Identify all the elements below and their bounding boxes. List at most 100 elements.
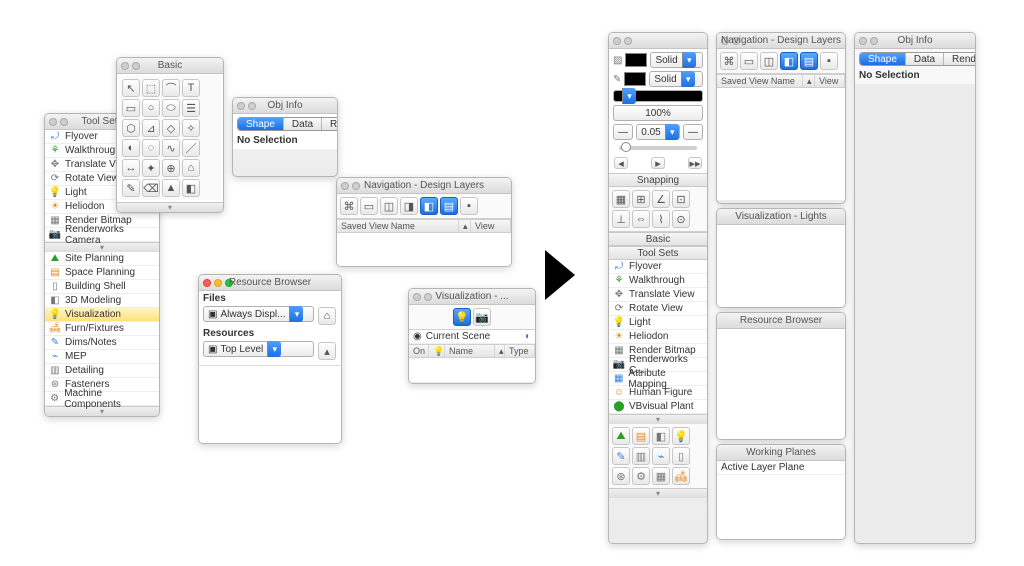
tool-icon[interactable]: ↖	[122, 79, 140, 97]
fill-swatch[interactable]	[625, 53, 647, 67]
snap-icon[interactable]: ▦	[612, 190, 630, 208]
nav-icon[interactable]: ◧	[420, 197, 438, 215]
home-icon[interactable]: ⌂	[318, 307, 336, 325]
basic-header[interactable]: Basic	[609, 232, 707, 246]
tool-icon[interactable]: ✦	[142, 159, 160, 177]
tool-row[interactable]: 💡Light	[609, 316, 707, 330]
tool-icon[interactable]: ◌	[142, 139, 160, 157]
nav-icon[interactable]: ▭	[740, 52, 758, 70]
category-icon[interactable]: ▥	[632, 447, 650, 465]
category-icon[interactable]: ▤	[632, 427, 650, 445]
step-fwd[interactable]: ▸▸	[688, 157, 702, 169]
tool-icon[interactable]: ▭	[122, 99, 140, 117]
tool-icon[interactable]: ☰	[182, 99, 200, 117]
grip[interactable]: ▾	[117, 202, 223, 212]
tool-row[interactable]: ▦Attribute Mapping	[609, 372, 707, 386]
tool-icon[interactable]: ⬡	[122, 119, 140, 137]
tool-icon[interactable]: ◇	[162, 119, 180, 137]
tool-icon[interactable]: ／	[182, 139, 200, 157]
category-icon[interactable]: ⚙	[632, 467, 650, 485]
tool-row[interactable]: ✥Translate View	[609, 288, 707, 302]
tool-row[interactable]: ▤Space Planning	[45, 266, 159, 280]
right-tool-column[interactable]: ▨ Solid▾ ✎ Solid▾ ▾ 100% — 0.05▾ — ◂ ▸ ▸…	[608, 32, 708, 544]
basic-palette[interactable]: Basic ↖⬚⌒T▭○⬭☰⬡⊿◇✧◐◌∿／↔✦⊕⌂✎⌫▲◧ ▾	[116, 57, 224, 213]
grip[interactable]: ▾	[609, 414, 707, 424]
rb-files-dd[interactable]: ▣ Always Displ... ▾	[203, 306, 314, 322]
nav-titlebar[interactable]: Navigation - Design Layers	[337, 178, 511, 194]
objinfo-titlebar[interactable]: Obj Info	[233, 98, 337, 114]
tool-row[interactable]: 📷Renderworks Camera	[45, 228, 159, 242]
tool-row[interactable]: 💡Visualization	[45, 308, 159, 322]
rb-res-dd[interactable]: ▣ Top Level ▾	[203, 341, 314, 357]
vis-titlebar[interactable]: Visualization - ...	[409, 289, 535, 305]
tool-icon[interactable]: ⬚	[142, 79, 160, 97]
pen-swatch[interactable]	[624, 72, 646, 86]
marker-end[interactable]: —	[683, 124, 703, 140]
category-icon[interactable]: 💡	[672, 427, 690, 445]
tab-render[interactable]: Render	[322, 118, 338, 130]
tool-row[interactable]: ⛰Site Planning	[45, 252, 159, 266]
tool-row[interactable]: ⟳Rotate View	[609, 302, 707, 316]
tool-row[interactable]: ⤾Flyover	[609, 260, 707, 274]
tool-icon[interactable]: ∿	[162, 139, 180, 157]
navigation-palette-left[interactable]: Navigation - Design Layers ⌘ ▭ ◫ ◨ ◧ ▤ ▪…	[336, 177, 512, 267]
category-icon[interactable]: ✎	[612, 447, 630, 465]
pen-dd[interactable]: Solid▾	[649, 71, 703, 87]
nav-icon[interactable]: ◫	[380, 197, 398, 215]
tool-icon[interactable]: ○	[142, 99, 160, 117]
visualization-palette-left[interactable]: Visualization - ... 💡 📷 ◉ Current Scene …	[408, 288, 536, 384]
tool-icon[interactable]: ◧	[182, 179, 200, 197]
snapping-header[interactable]: Snapping	[609, 173, 707, 187]
resource-browser-left[interactable]: Resource Browser Files ▣ Always Displ...…	[198, 274, 342, 444]
step-back[interactable]: ◂	[614, 157, 628, 169]
pen-icon[interactable]: ✎	[613, 74, 621, 85]
category-icon[interactable]: ◧	[652, 427, 670, 445]
wp-row[interactable]: Active Layer Plane	[717, 461, 845, 475]
marker-start[interactable]: —	[613, 124, 633, 140]
tab-data[interactable]: Data	[906, 53, 944, 65]
category-icon[interactable]: ▯	[672, 447, 690, 465]
fill-dd[interactable]: Solid▾	[650, 52, 703, 68]
basic-titlebar[interactable]: Basic	[117, 58, 223, 74]
tool-icon[interactable]: ↔	[122, 159, 140, 177]
snap-icon[interactable]: ∠	[652, 190, 670, 208]
tool-row[interactable]: ▯Building Shell	[45, 280, 159, 294]
category-icon[interactable]: 🛋	[672, 467, 690, 485]
objinfo-tabs[interactable]: Shape Data Render	[237, 117, 338, 131]
tool-row[interactable]: 🛋Furn/Fixtures	[45, 322, 159, 336]
objinfo-palette-left[interactable]: Obj Info Shape Data Render No Selection	[232, 97, 338, 177]
category-icon[interactable]: ⊛	[612, 467, 630, 485]
category-icon[interactable]: ⌁	[652, 447, 670, 465]
tool-icon[interactable]: ⬭	[162, 99, 180, 117]
nav-icon[interactable]: ▪	[460, 197, 478, 215]
tool-icon[interactable]: ✎	[122, 179, 140, 197]
snap-icon[interactable]: ⊡	[672, 190, 690, 208]
toolsets-header[interactable]: Tool Sets	[609, 246, 707, 260]
opacity-slider[interactable]	[619, 146, 697, 150]
nav-icon[interactable]: ▪	[820, 52, 838, 70]
attr-titlebar[interactable]	[609, 33, 707, 49]
tool-icon[interactable]: ◐	[122, 139, 140, 157]
lineweight-dd[interactable]: ▾	[613, 90, 703, 102]
right-nav-palette[interactable]: Navigation - Design Layers ⌘ ▭ ◫ ◧ ▤ ▪ S…	[716, 32, 846, 204]
snap-icon[interactable]: ⇔	[632, 210, 650, 228]
tool-row[interactable]: ◧3D Modeling	[45, 294, 159, 308]
vis-icon[interactable]: 💡	[453, 308, 471, 326]
tab-render[interactable]: Render	[944, 53, 976, 65]
tool-row[interactable]: ✎Dims/Notes	[45, 336, 159, 350]
snap-icon[interactable]: ⊙	[672, 210, 690, 228]
tool-row[interactable]: ☺Human Figure	[609, 386, 707, 400]
tool-row[interactable]: ▥Detailing	[45, 364, 159, 378]
nav-icon[interactable]: ⌘	[720, 52, 738, 70]
tool-row[interactable]: ⚙Machine Components	[45, 392, 159, 406]
vis-icon[interactable]: 📷	[473, 308, 491, 326]
tool-icon[interactable]: ⊕	[162, 159, 180, 177]
tool-icon[interactable]: ⌂	[182, 159, 200, 177]
snap-icon[interactable]: ⌇	[652, 210, 670, 228]
fill-icon[interactable]: ▨	[613, 55, 622, 66]
tool-row[interactable]: ☀Heliodon	[609, 330, 707, 344]
tool-icon[interactable]: ▲	[162, 179, 180, 197]
snap-icon[interactable]: ⊥	[612, 210, 630, 228]
nav-icon[interactable]: ▤	[800, 52, 818, 70]
vis-current[interactable]: ◉ Current Scene ◐	[409, 330, 535, 344]
